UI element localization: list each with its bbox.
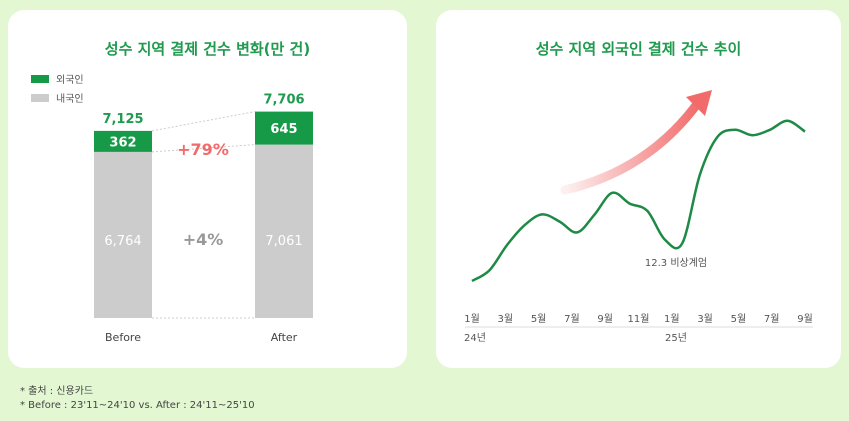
x-tick-label: 3월 (498, 313, 514, 325)
domestic-change-label: +4% (183, 230, 224, 249)
bar-foreign-value: 362 (109, 135, 136, 150)
legend-label-domestic: 내국인 (56, 93, 84, 105)
line-chart-title: 성수 지역 외국인 결제 건수 추이 (535, 40, 742, 58)
category-label-after: After (271, 331, 298, 344)
bar-domestic (255, 144, 313, 318)
bar-domestic (94, 151, 152, 318)
source-note: * 출처 : 신용카드 (20, 386, 94, 397)
bar-domestic-value: 6,764 (104, 234, 141, 249)
year-label-24: 24년 (464, 332, 486, 344)
x-tick-label: 5월 (731, 313, 747, 325)
x-tick-label: 1월 (464, 313, 480, 325)
line-chart-card: 성수 지역 외국인 결제 건수 추이 (436, 10, 841, 368)
bar-total-value: 7,125 (102, 112, 143, 127)
x-tick-label: 9월 (597, 313, 613, 325)
bar-domestic-value: 7,061 (265, 234, 302, 249)
bar-total-value: 7,706 (263, 93, 304, 108)
foreign-change-label: +79% (177, 140, 229, 159)
bar-chart-title: 성수 지역 결제 건수 변화(만 건) (104, 40, 311, 58)
legend-swatch-foreign (31, 75, 49, 83)
x-tick-label: 3월 (697, 313, 713, 325)
bar-foreign-value: 645 (270, 122, 297, 137)
period-note: * Before : 23'11~24'10 vs. After : 24'11… (20, 400, 255, 411)
bar-chart-card: 성수 지역 결제 건수 변화(만 건) (8, 10, 407, 368)
line-series (471, 119, 806, 283)
connector-line (151, 144, 256, 153)
x-tick-label: 7월 (564, 313, 580, 325)
year-label-25: 25년 (665, 332, 687, 344)
growth-arrow-head (686, 90, 712, 116)
connector-line (151, 111, 256, 132)
x-tick-label: 5월 (531, 313, 547, 325)
growth-arrow-shaft (560, 95, 705, 195)
x-tick-label: 11월 (628, 313, 650, 325)
martial-law-annotation: 12.3 비상계엄 (645, 257, 707, 269)
x-tick-label: 7월 (764, 313, 780, 325)
bar-foreign (255, 111, 313, 145)
x-tick-label: 9월 (797, 313, 813, 325)
x-tick-label: 1월 (664, 313, 680, 325)
category-label-before: Before (105, 331, 141, 344)
bar-foreign (94, 130, 152, 152)
legend-label-foreign: 외국인 (56, 74, 84, 86)
legend-swatch-domestic (31, 94, 49, 102)
